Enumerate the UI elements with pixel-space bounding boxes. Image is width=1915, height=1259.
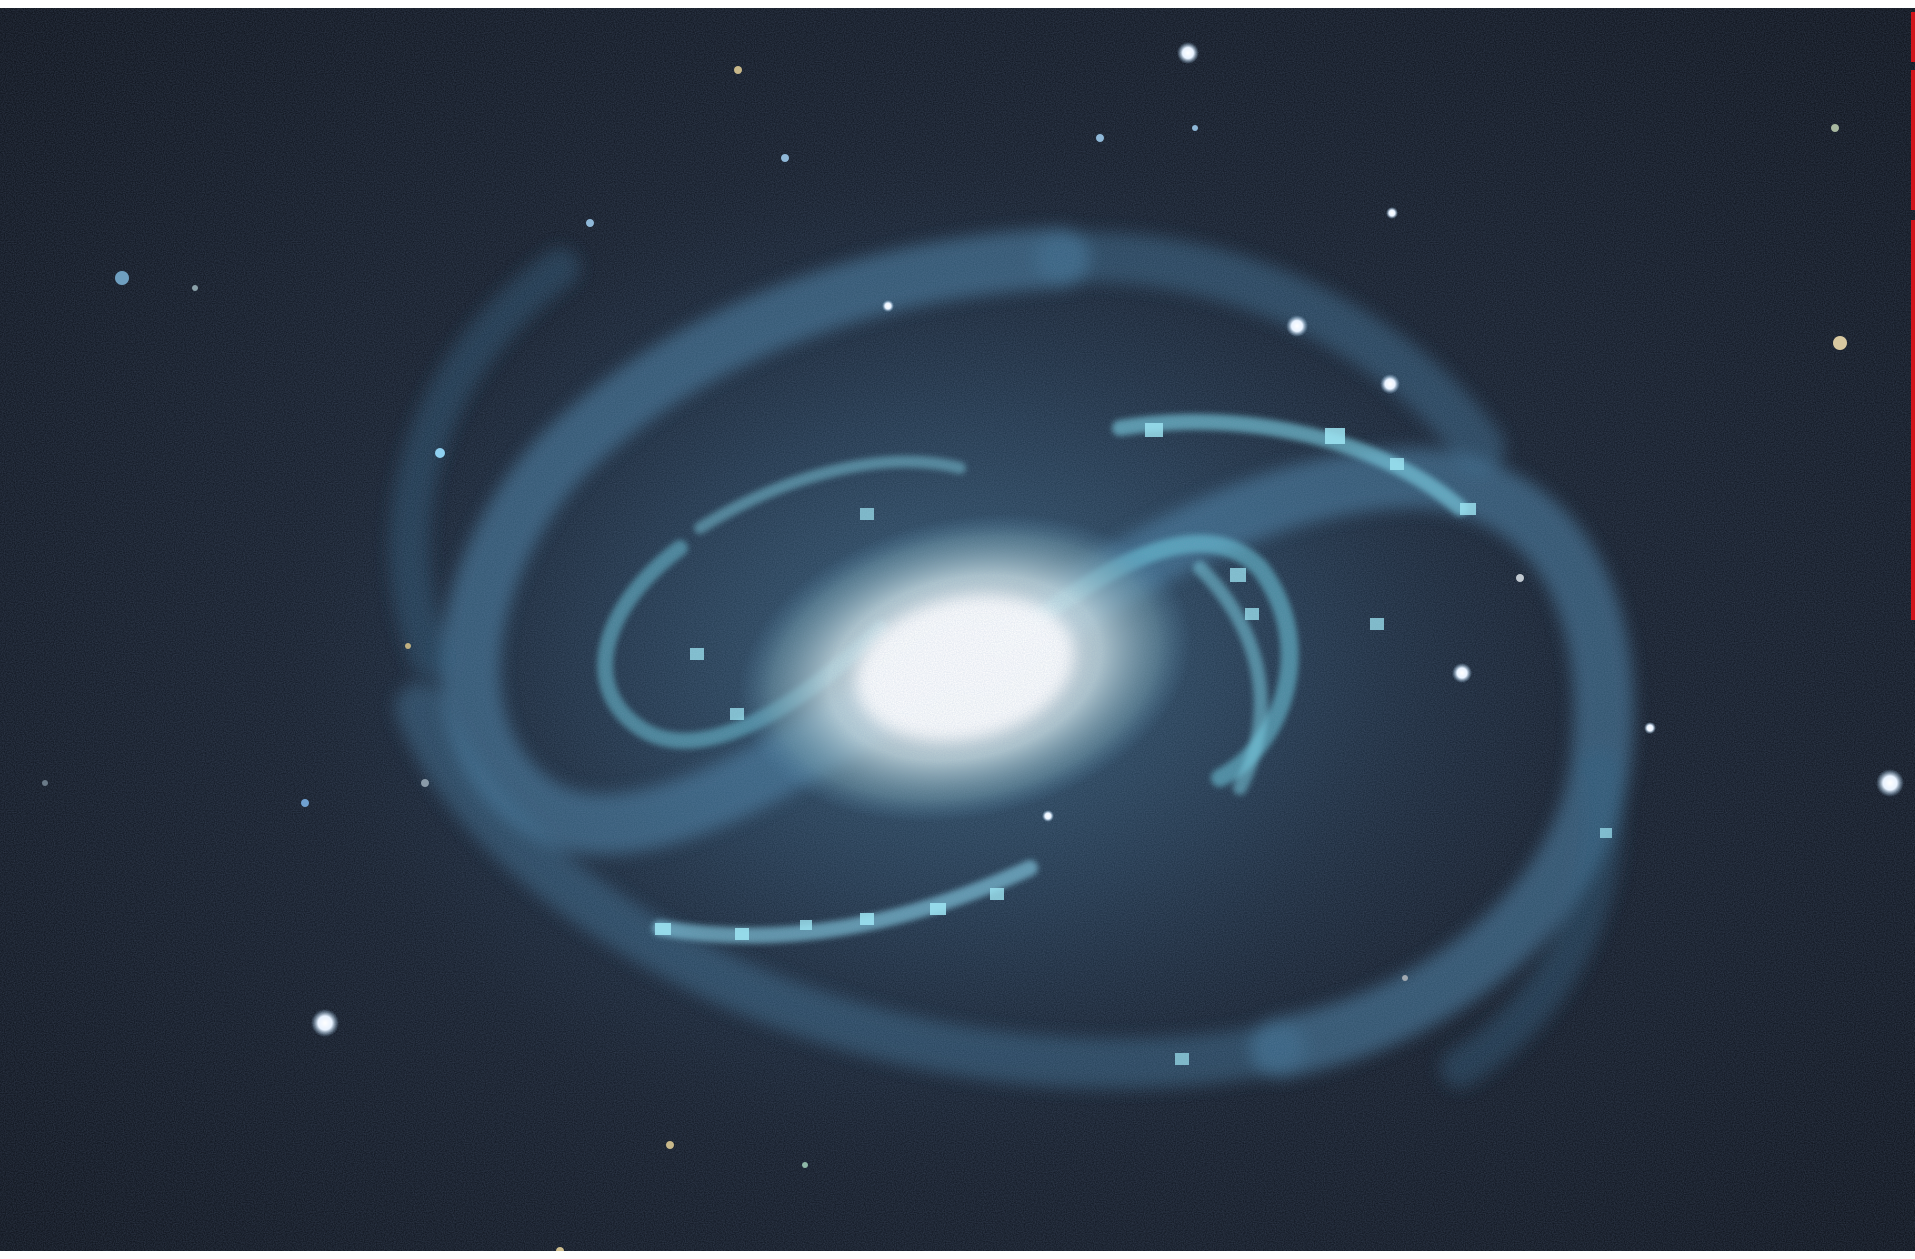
red-edge-marker-middle bbox=[1911, 70, 1915, 210]
star-forming-knots bbox=[655, 423, 1612, 1065]
red-edge-marker-top bbox=[1911, 12, 1915, 62]
sensor-grain bbox=[0, 8, 1915, 1251]
galaxy-photograph bbox=[0, 8, 1915, 1251]
red-edge-marker-lower bbox=[1911, 220, 1915, 620]
field-stars bbox=[42, 42, 1904, 1251]
